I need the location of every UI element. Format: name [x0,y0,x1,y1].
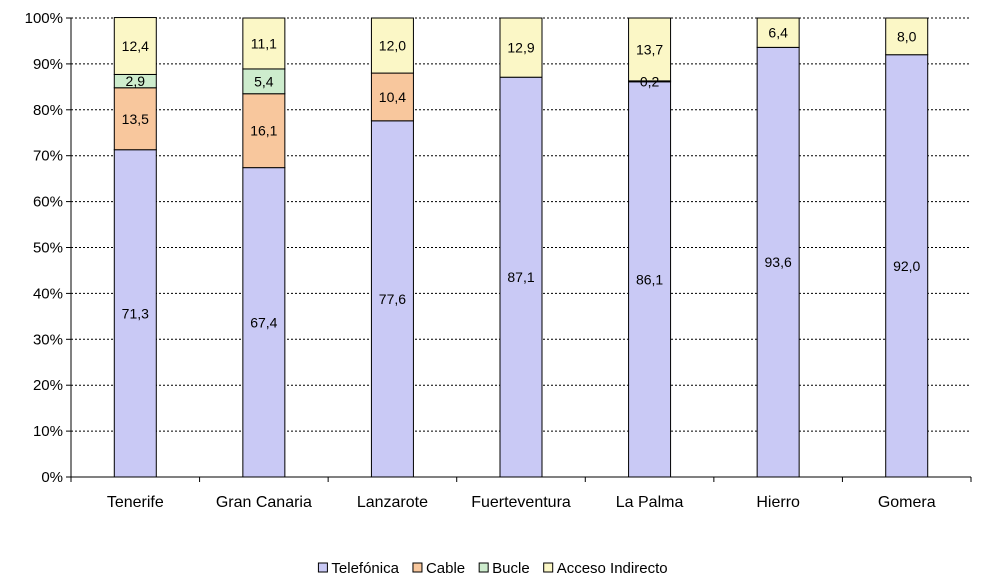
legend-swatch [543,562,554,573]
data-label: 13,5 [122,111,149,127]
data-label: 67,4 [250,314,277,330]
y-tick-label: 70% [33,148,63,165]
bar-segment [885,54,929,478]
legend-swatch [317,562,328,573]
y-tick-label: 10% [33,423,63,440]
data-label: 11,1 [251,35,277,51]
legend-label: Bucle [492,560,530,577]
data-label: 16,1 [250,123,277,139]
data-label: 86,1 [636,271,663,287]
legend-label: Acceso Indirecto [557,560,668,577]
axes: 0% 10% 20% 30% 40% 50% 60% 70% 80% 90% 100% Tenerif… [25,10,972,511]
data-label: 6,4 [768,25,788,41]
data-label: 12,9 [507,40,534,56]
data-label: 0,2 [640,73,660,89]
data-label: 77,6 [379,291,406,307]
bar-segment [370,120,414,478]
y-tick-label: 20% [33,377,63,394]
data-label: 10,4 [379,89,406,105]
legend-swatch [478,562,489,573]
legend: Telefónica Cable Bucle Acceso Indirecto [317,560,668,577]
data-label: 2,9 [126,73,146,89]
category-label: Tenerife [107,494,164,511]
data-labels: 71,3 13,5 2,9 12,4 67,4 16,1 5,4 11,1 77,6 10,4 12… [122,25,921,331]
legend-label: Cable [426,560,465,577]
y-tick-label: 100% [25,10,63,27]
bar-segment [628,17,672,82]
data-label: 13,7 [636,41,663,57]
data-label: 5,4 [254,73,274,89]
bar-segment [242,17,286,70]
bar-segment [756,17,800,48]
bar-segment [370,72,414,122]
y-tick-label: 30% [33,331,63,348]
bar-segment [628,81,672,478]
y-tick-label: 0% [41,469,63,486]
y-tick-label: 80% [33,102,63,119]
category-label: Fuerteventura [471,494,571,511]
category-label: Lanzarote [357,494,428,511]
category-label: Hierro [756,494,800,511]
data-label: 87,1 [507,269,534,285]
bar-segment [242,68,286,95]
legend-label: Telefónica [331,560,399,577]
data-label: 8,0 [897,28,917,44]
y-tick-label: 60% [33,194,63,211]
legend-swatch [412,562,423,573]
category-label: La Palma [616,494,684,511]
data-label: 93,6 [765,254,792,270]
y-tick-label: 50% [33,240,63,257]
bar-segment [499,17,543,78]
bar-segment [113,87,157,151]
data-label: 12,4 [122,38,149,54]
y-tick-label: 90% [33,56,63,73]
data-label: 71,3 [122,305,149,321]
category-label: Gomera [878,494,936,511]
bar-segment [756,46,800,478]
data-label: 12,0 [379,38,406,54]
bar-segment [242,93,286,169]
category-label: Gran Canaria [216,494,312,511]
data-label: 92,0 [893,258,920,274]
y-tick-label: 40% [33,285,63,302]
bar-segment [885,17,929,56]
bar-segment [370,17,414,74]
bars [113,17,929,478]
bar-segment [113,17,157,75]
